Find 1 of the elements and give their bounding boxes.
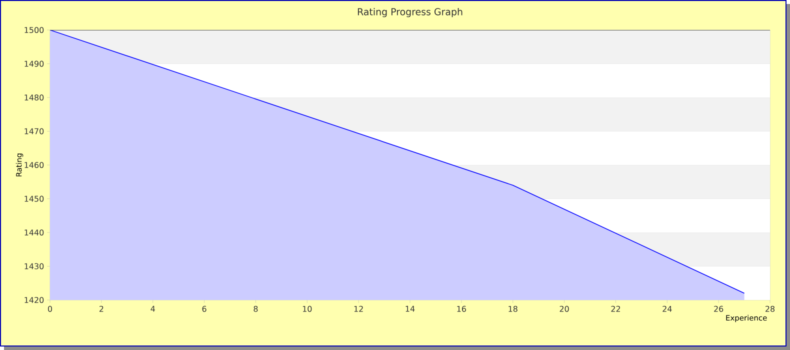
chart-title: Rating Progress Graph <box>358 8 462 18</box>
